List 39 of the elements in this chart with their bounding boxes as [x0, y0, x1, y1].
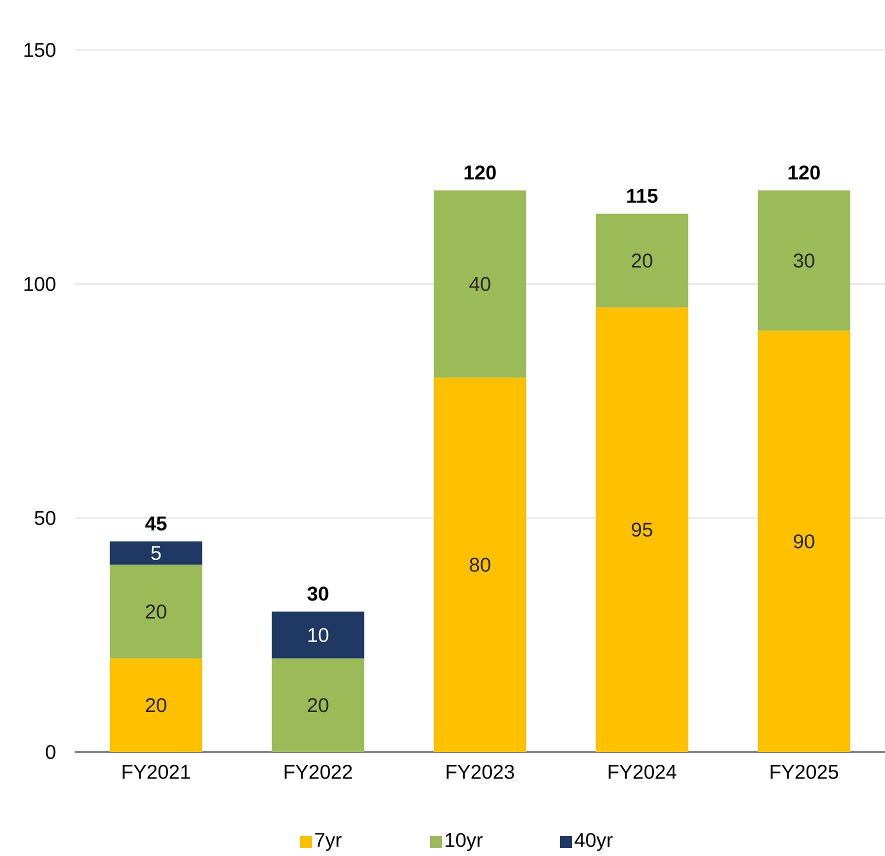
- y-tick-label: 100: [24, 276, 56, 292]
- legend-label: 40yr: [574, 832, 613, 852]
- data-label: 30: [794, 254, 814, 268]
- data-label: 80: [470, 558, 490, 572]
- bar: [758, 330, 850, 752]
- legend-label: 10yr: [446, 832, 483, 852]
- legend-label: 7yr: [315, 833, 342, 851]
- data-label: 20: [146, 698, 166, 712]
- bar: [110, 658, 202, 752]
- x-tick-label: FY2022: [284, 764, 352, 779]
- data-label: 20: [632, 254, 652, 268]
- bar: [596, 307, 688, 752]
- bar: [596, 214, 688, 308]
- data-label: 10: [308, 628, 328, 642]
- y-tick-label: 0: [46, 744, 56, 760]
- total-label: 120: [788, 165, 820, 180]
- data-label: 95: [632, 522, 652, 537]
- total-label: 45: [145, 516, 167, 531]
- bar: [434, 190, 526, 378]
- bar: [110, 541, 202, 565]
- bar: [434, 378, 526, 752]
- y-tick-label: 150: [24, 42, 56, 58]
- bar: [272, 658, 364, 752]
- data-label: 90: [794, 534, 814, 548]
- bar: [758, 190, 850, 331]
- x-tick-label: FY2025: [770, 764, 838, 779]
- x-tick-label: FY2023: [446, 764, 514, 779]
- data-label: 20: [146, 604, 166, 619]
- y-tick-label: 50: [34, 510, 56, 526]
- x-tick-label: FY2024: [608, 764, 676, 779]
- data-label: 20: [308, 698, 328, 712]
- data-label: 5: [151, 546, 161, 560]
- total-label: 120: [464, 165, 496, 180]
- bar: [110, 564, 202, 658]
- bar: [272, 612, 364, 658]
- total-label: 115: [627, 189, 658, 203]
- data-label: 40: [469, 276, 490, 292]
- total-label: 30: [307, 586, 328, 601]
- x-tick-label: FY2021: [122, 764, 190, 779]
